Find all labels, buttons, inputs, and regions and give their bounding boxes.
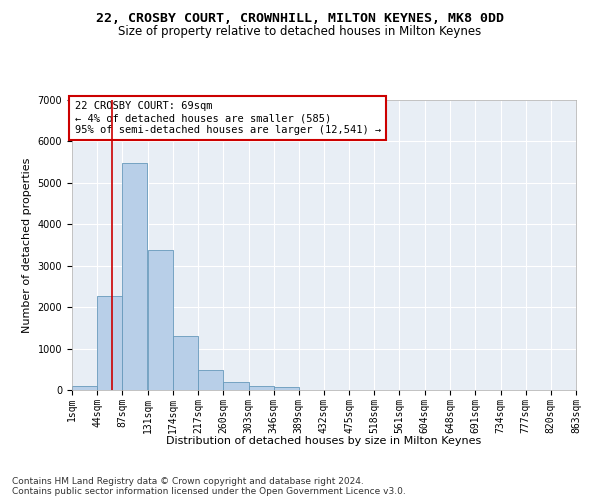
Bar — [173, 336, 198, 390]
Bar — [72, 386, 97, 390]
Y-axis label: Number of detached properties: Number of detached properties — [22, 158, 32, 332]
Bar — [198, 370, 223, 390]
Bar — [97, 296, 122, 390]
Bar — [248, 386, 274, 390]
Text: 22, CROSBY COURT, CROWNHILL, MILTON KEYNES, MK8 0DD: 22, CROSBY COURT, CROWNHILL, MILTON KEYN… — [96, 12, 504, 26]
Bar — [148, 250, 173, 390]
Text: Contains public sector information licensed under the Open Government Licence v3: Contains public sector information licen… — [12, 487, 406, 496]
Bar — [274, 386, 299, 390]
Bar — [122, 163, 148, 390]
X-axis label: Distribution of detached houses by size in Milton Keynes: Distribution of detached houses by size … — [166, 436, 482, 446]
Text: Size of property relative to detached houses in Milton Keynes: Size of property relative to detached ho… — [118, 25, 482, 38]
Text: 22 CROSBY COURT: 69sqm
← 4% of detached houses are smaller (585)
95% of semi-det: 22 CROSBY COURT: 69sqm ← 4% of detached … — [74, 102, 381, 134]
Text: Contains HM Land Registry data © Crown copyright and database right 2024.: Contains HM Land Registry data © Crown c… — [12, 477, 364, 486]
Bar — [223, 382, 248, 390]
